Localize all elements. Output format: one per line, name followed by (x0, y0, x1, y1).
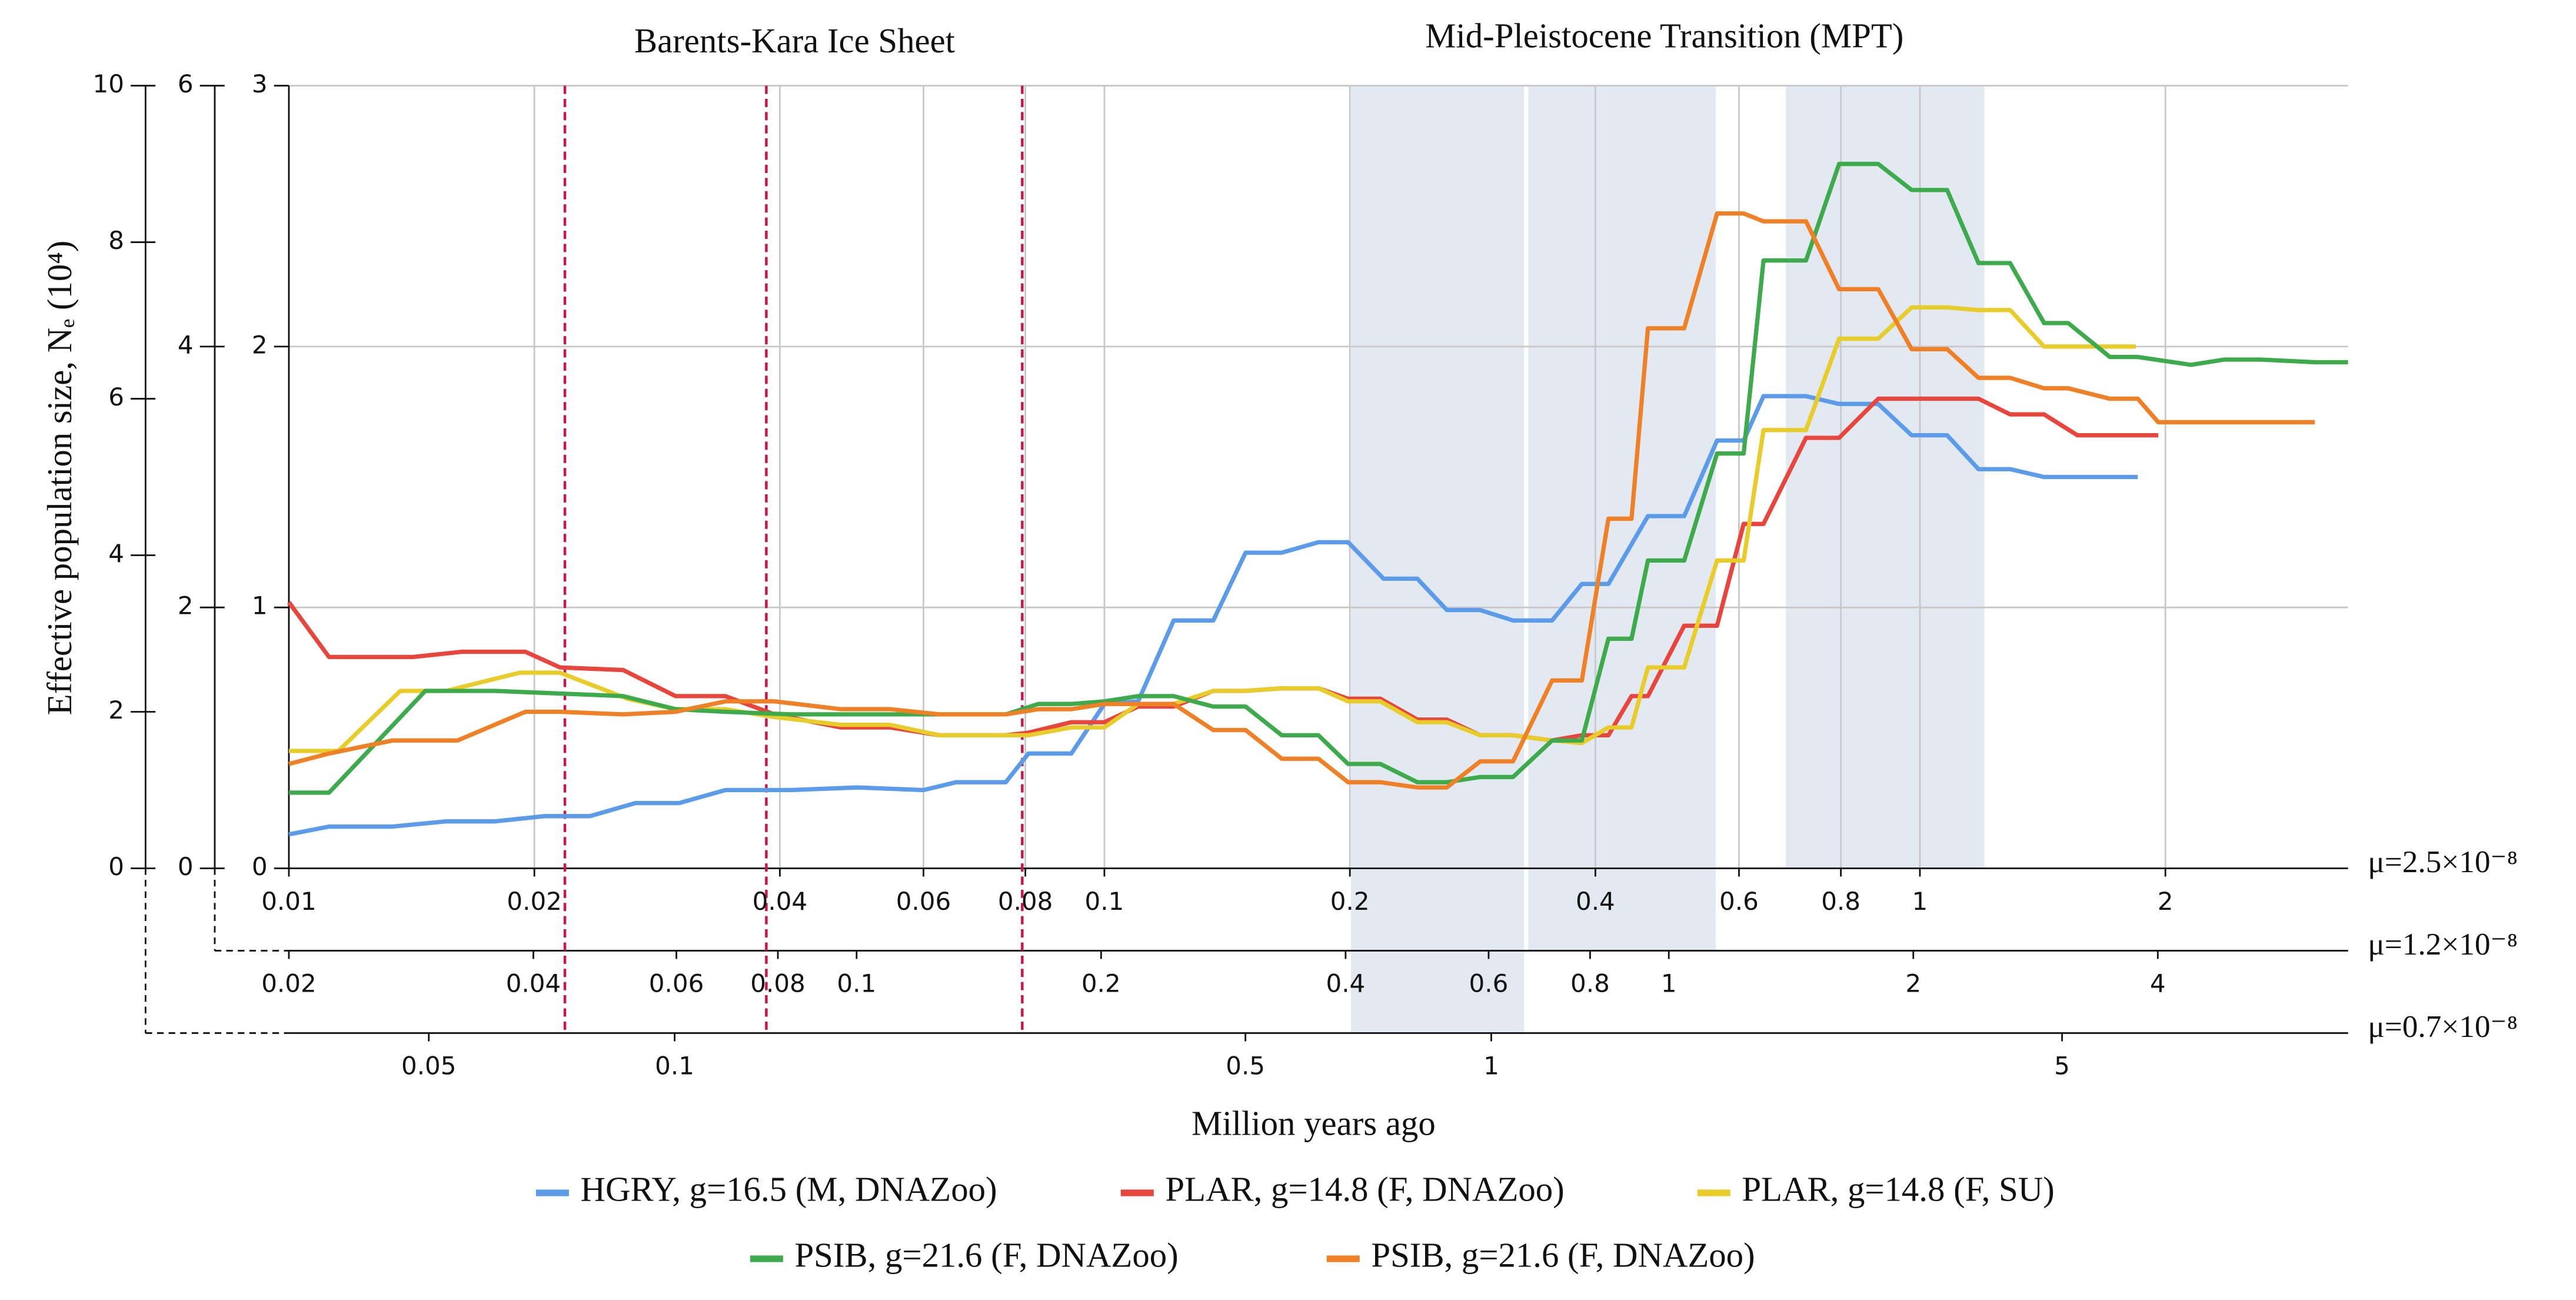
y-tick-label: 6 (108, 383, 124, 411)
series-line (288, 211, 2315, 790)
x-tick-label: 0.01 (261, 887, 316, 916)
x-tick-label: 0.8 (1570, 969, 1610, 998)
x-tick-label: 0.6 (1719, 887, 1759, 916)
x-tick-label: 1 (1661, 969, 1677, 998)
y-tick-label: 0 (108, 852, 124, 881)
y-axis-label: Effective population size, Nₑ (10⁴) (41, 241, 79, 716)
legend-label: PLAR, g=14.8 (F, SU) (1742, 1171, 2054, 1209)
x-tick-label: 0.06 (649, 969, 704, 998)
legend-label: PSIB, g=21.6 (F, DNAZoo) (794, 1236, 1178, 1274)
series-line (287, 396, 2158, 743)
x-tick-label: 1 (1483, 1052, 1499, 1080)
x-tick-label: 0.5 (1226, 1052, 1265, 1080)
y-tick-label: 4 (108, 539, 124, 568)
y-tick-label: 0 (178, 852, 194, 881)
legend-label: PLAR, g=14.8 (F, DNAZoo) (1165, 1171, 1564, 1209)
plot-layer (287, 85, 2348, 1033)
annotation: Barents-Kara Ice Sheet (634, 22, 955, 60)
legend-label: PSIB, g=21.6 (F, DNAZoo) (1371, 1236, 1755, 1274)
x-tick-label: 0.06 (896, 887, 951, 916)
y-tick-label: 6 (178, 69, 194, 98)
x-tick-label: 0.1 (1085, 887, 1124, 916)
x-tick-label: 0.08 (998, 887, 1053, 916)
x-tick-label: 2 (2158, 887, 2174, 916)
y-tick-label: 1 (252, 591, 268, 620)
x-tick-label: 0.05 (401, 1052, 456, 1080)
x-tick-label: 0.02 (261, 969, 316, 998)
mu-label: μ=0.7×10⁻⁸ (2368, 1009, 2518, 1044)
annotation: Mid-Pleistocene Transition (MPT) (1425, 17, 1903, 55)
x-tick-label: 0.04 (753, 887, 807, 916)
y-tick-label: 4 (178, 330, 194, 359)
y-tick-label: 3 (252, 69, 268, 98)
x-tick-label: 5 (2054, 1052, 2070, 1080)
y-tick-label: 0 (252, 852, 268, 881)
mu-label: μ=1.2×10⁻⁸ (2368, 927, 2518, 962)
x-tick-label: 0.4 (1576, 887, 1615, 916)
x-axis-label: Million years ago (1192, 1105, 1436, 1143)
mu-label: μ=2.5×10⁻⁸ (2368, 844, 2518, 879)
x-tick-label: 4 (2150, 969, 2166, 998)
x-tick-label: 0.02 (507, 887, 561, 916)
x-tick-label: 0.1 (655, 1052, 694, 1080)
x-tick-label: 0.1 (837, 969, 876, 998)
x-tick-label: 0.08 (750, 969, 805, 998)
grid-layer (288, 85, 2348, 869)
x-tick-label: 2 (1905, 969, 1921, 998)
y-tick-label: 2 (108, 696, 124, 724)
x-tick-label: 0.04 (506, 969, 561, 998)
y-tick-label: 10 (93, 69, 124, 98)
y-tick-label: 2 (178, 591, 194, 620)
axes-layer (131, 85, 2348, 1042)
legend-label: HGRY, g=16.5 (M, DNAZoo) (581, 1171, 997, 1209)
x-tick-label: 0.2 (1330, 887, 1370, 916)
x-tick-label: 0.4 (1326, 969, 1365, 998)
legend: HGRY, g=16.5 (M, DNAZoo) PLAR, g=14.8 (F,… (535, 1171, 2055, 1274)
x-tick-label: 0.8 (1821, 887, 1861, 916)
mpt-band (1350, 85, 1525, 1033)
x-tick-label: 1 (1912, 887, 1928, 916)
y-tick-label: 2 (252, 330, 268, 359)
x-tick-label: 0.6 (1469, 969, 1509, 998)
x-tick-label: 0.2 (1081, 969, 1121, 998)
y-tick-label: 8 (108, 226, 124, 255)
series-line (288, 161, 2348, 795)
